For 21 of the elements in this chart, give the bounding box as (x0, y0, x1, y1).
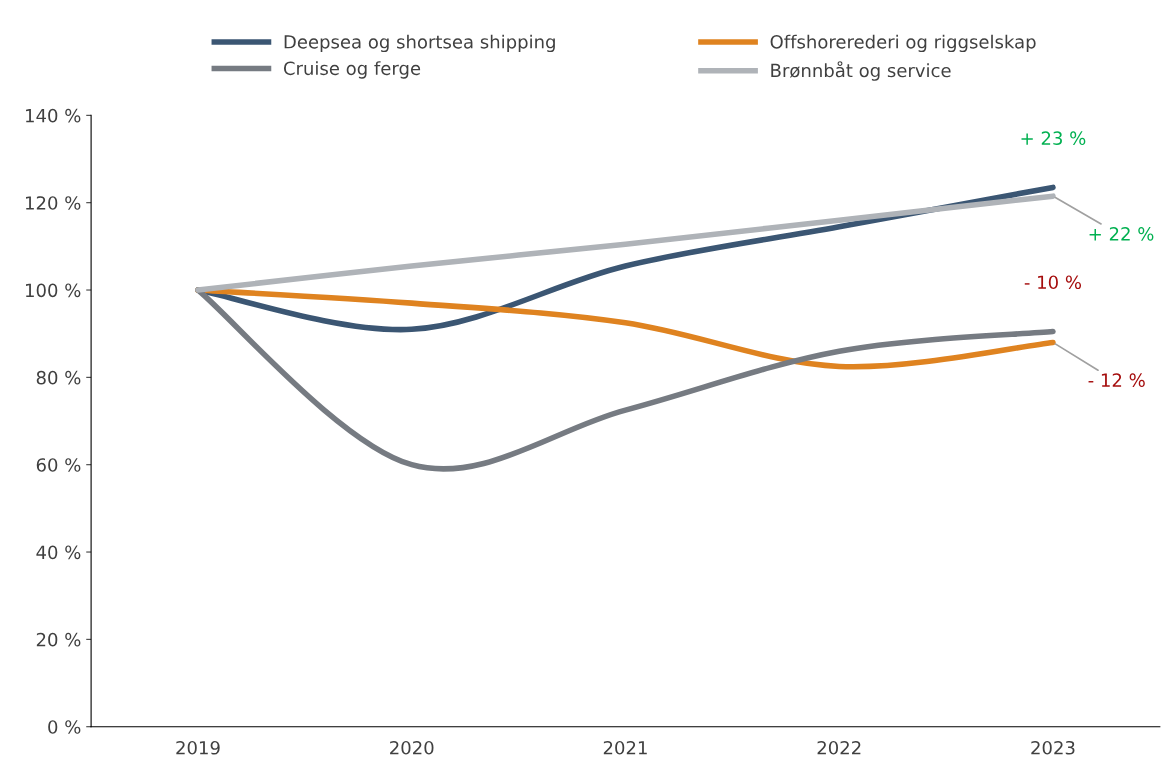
y-tick-label: 40 % (36, 545, 81, 560)
legend-label: Offshorerederi og riggselskap (770, 34, 1036, 53)
y-tick-label: 80 % (36, 370, 81, 385)
legend-label: Brønnbåt og service (771, 61, 951, 81)
legend-label: Deepsea og shortsea shipping (284, 34, 555, 53)
x-tick-label: 2021 (603, 740, 647, 755)
y-tick-label: 120 % (26, 196, 81, 210)
x-tick-label: 2019 (176, 740, 220, 755)
y-tick-label: 100 % (26, 283, 81, 298)
y-tick-label: 140 % (26, 108, 81, 123)
annotation: + 22 % (1089, 227, 1154, 241)
x-tick-label: 2022 (817, 740, 861, 755)
y-tick-label: 20 % (36, 632, 81, 647)
y-tick-label: 60 % (36, 458, 81, 472)
legend-label: Cruise og ferge (283, 61, 421, 79)
annotation: + 23 % (1021, 131, 1086, 146)
y-tick-label: 0 % (48, 720, 81, 734)
x-tick-label: 2023 (1031, 740, 1075, 755)
x-tick-label: 2020 (390, 740, 434, 755)
annotation: - 12 % (1088, 373, 1145, 387)
annotation: - 10 % (1024, 275, 1082, 290)
